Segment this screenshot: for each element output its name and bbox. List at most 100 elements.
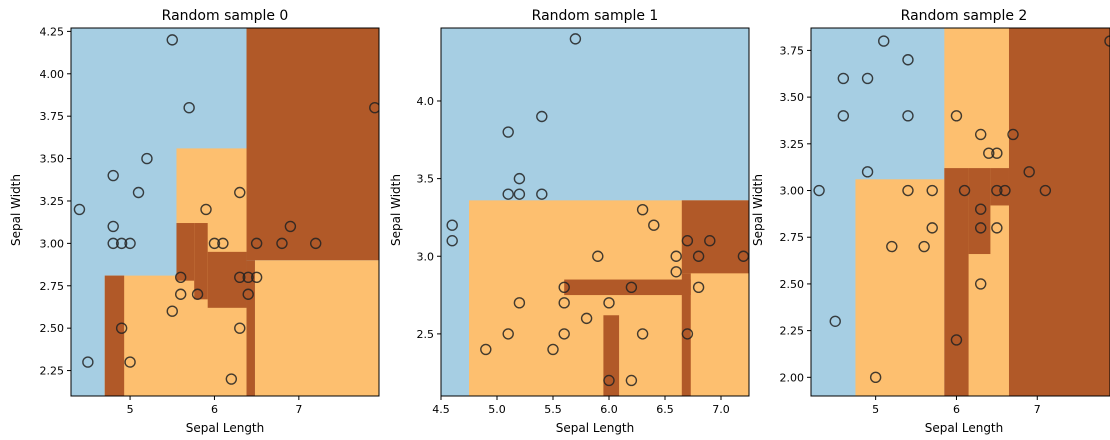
x-tick-label: 7.0: [712, 403, 730, 416]
data-point: [174, 288, 187, 300]
data-point: [902, 54, 914, 66]
axes-frame: [440, 27, 750, 397]
data-point: [950, 110, 963, 122]
data-point: [1104, 35, 1110, 47]
data-point: [950, 334, 963, 346]
data-point: [174, 271, 187, 283]
data-point: [1039, 184, 1052, 197]
data-point: [958, 184, 971, 197]
subplot-random-sample-2: Random sample 2 Sepal Length Sepal Width…: [751, 8, 1110, 435]
decision-region: [104, 275, 125, 396]
x-axis-label: Sepal Length: [186, 421, 265, 435]
data-point: [926, 222, 938, 234]
data-point: [234, 186, 246, 199]
data-point: [975, 278, 987, 290]
data-point: [225, 373, 238, 385]
data-point: [991, 222, 1003, 234]
data-point: [902, 110, 914, 122]
data-point: [692, 281, 705, 294]
subplot-random-sample-1: Random sample 1 Sepal Length Sepal Width…: [389, 8, 750, 435]
subplot-random-sample-0: Random sample 0 Sepal Length Sepal Width…: [9, 8, 380, 435]
data-point: [166, 34, 178, 46]
data-point: [107, 169, 119, 182]
data-point: [580, 312, 593, 325]
plot-area: [441, 28, 749, 396]
data-point: [829, 315, 841, 327]
x-tick-label: 6.0: [600, 403, 618, 416]
plot-area: [811, 28, 1110, 396]
data-point: [861, 166, 874, 178]
y-tick-label: 4.00: [40, 68, 65, 81]
data-point: [648, 219, 660, 231]
data-point: [200, 203, 212, 216]
decision-region: [1008, 28, 1110, 396]
data-point: [991, 184, 1003, 197]
data-point: [670, 266, 682, 278]
data-point: [536, 110, 548, 123]
y-tick-label: 2.25: [780, 325, 805, 338]
data-point: [107, 237, 119, 250]
data-point: [569, 33, 582, 45]
data-point: [902, 184, 914, 197]
data-point: [234, 271, 246, 283]
data-point: [975, 203, 987, 215]
data-point: [73, 203, 86, 216]
data-point: [837, 110, 850, 122]
subplot-title: Random sample 1: [532, 8, 659, 24]
data-point: [141, 152, 153, 165]
data-point: [82, 356, 94, 368]
x-tick-label: 5: [872, 403, 879, 416]
data-point: [625, 374, 638, 387]
data-point: [975, 222, 987, 234]
y-axis-label: Sepal Width: [389, 174, 403, 246]
decision-region: [194, 223, 208, 300]
y-tick-label: 3.75: [40, 110, 65, 123]
data-point: [1023, 166, 1035, 178]
decision-region: [944, 168, 969, 396]
data-point: [132, 186, 145, 199]
data-point: [250, 271, 263, 283]
data-point: [704, 235, 716, 247]
x-tick-label: 7: [1034, 403, 1041, 416]
decision-region: [564, 279, 691, 296]
x-tick-label: 6: [953, 403, 960, 416]
x-tick-label: 7: [295, 403, 302, 416]
decision-region: [246, 260, 255, 396]
subplot-title: Random sample 2: [901, 8, 1028, 24]
data-point: [991, 147, 1003, 159]
data-point: [983, 147, 995, 159]
data-point: [558, 297, 570, 309]
data-point: [115, 322, 128, 334]
data-point: [284, 220, 297, 233]
data-point: [513, 297, 526, 309]
decision-region: [681, 200, 749, 274]
y-axis-label: Sepal Width: [751, 174, 765, 246]
data-point: [480, 343, 492, 356]
decision-region: [254, 260, 379, 396]
y-tick-label: 4.25: [40, 25, 65, 38]
plot-area: [71, 28, 379, 396]
data-point: [592, 250, 604, 262]
y-tick-label: 2.75: [40, 280, 65, 293]
data-point: [191, 288, 204, 300]
data-point: [115, 237, 128, 250]
decision-region: [207, 251, 247, 308]
data-point: [208, 237, 221, 250]
y-axis-label: Sepal Width: [9, 174, 23, 246]
x-axis-label: Sepal Length: [925, 421, 1004, 435]
data-point: [670, 250, 682, 262]
decision-region: [681, 273, 691, 396]
data-point: [242, 288, 254, 300]
x-tick-label: 5.5: [544, 403, 562, 416]
y-tick-label: 3.50: [40, 153, 65, 166]
data-point: [558, 328, 570, 340]
y-tick-label: 4.0: [417, 95, 435, 108]
data-point: [513, 188, 526, 200]
data-point: [446, 219, 458, 231]
data-point: [107, 220, 119, 233]
y-tick-label: 2.5: [417, 328, 435, 341]
data-point: [124, 237, 136, 250]
data-point: [234, 322, 246, 334]
y-tick-label: 3.00: [780, 185, 805, 198]
y-tick-label: 3.0: [417, 250, 435, 263]
